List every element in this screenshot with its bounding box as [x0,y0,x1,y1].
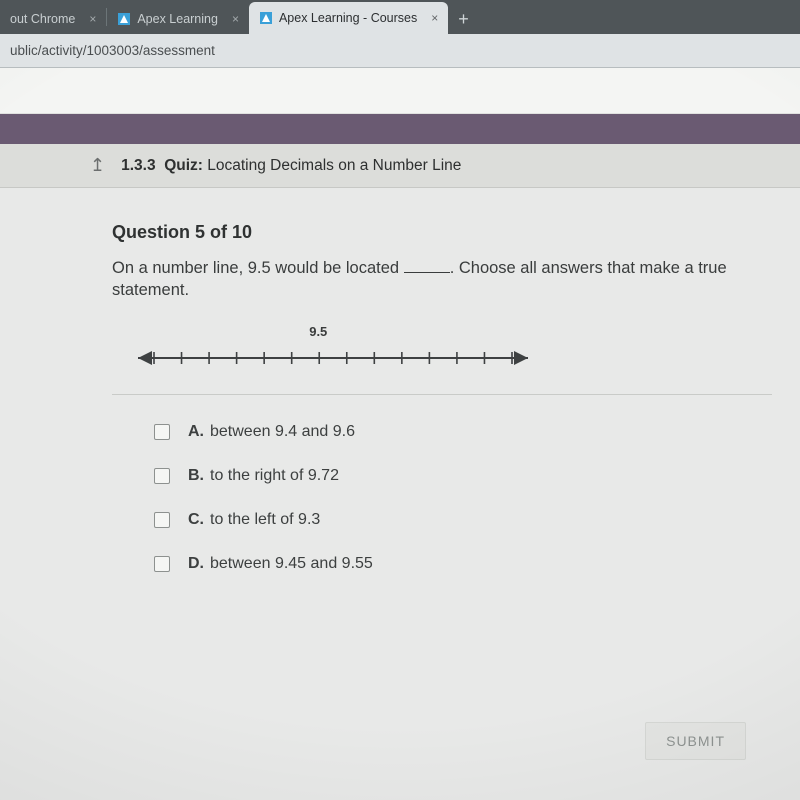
browser-tab[interactable]: out Chrome × [0,4,106,34]
page-viewport: ↥ 1.3.3 Quiz: Locating Decimals on a Num… [0,68,800,800]
answer-option[interactable]: C. to the left of 9.3 [154,511,800,529]
apex-favicon-icon [259,11,273,25]
divider [112,394,772,395]
browser-tab-strip: out Chrome × Apex Learning × Apex Learni… [0,0,800,34]
submit-button[interactable]: SUBMIT [645,722,746,760]
option-text: to the left of 9.3 [210,511,320,529]
answer-option[interactable]: B. to the right of 9.72 [154,467,800,485]
option-letter: B. [188,467,204,485]
quiz-title-bar: ↥ 1.3.3 Quiz: Locating Decimals on a Num… [0,144,800,188]
browser-tab[interactable]: Apex Learning × [107,4,249,34]
quiz-title: 1.3.3 Quiz: Locating Decimals on a Numbe… [121,157,461,175]
tab-title: Apex Learning - Courses [279,11,417,25]
number-line-figure: 9.5 [118,324,548,376]
option-text: to the right of 9.72 [210,467,339,485]
quiz-label: Quiz: [164,157,203,174]
stem-before: On a number line, 9.5 would be located [112,259,404,277]
course-header-band [0,114,800,144]
browser-tab-active[interactable]: Apex Learning - Courses × [249,2,448,34]
checkbox-icon[interactable] [154,424,170,440]
quiz-code: 1.3.3 [121,157,155,174]
address-bar[interactable]: ublic/activity/1003003/assessment [0,34,800,68]
tab-title: Apex Learning [137,12,218,26]
option-letter: D. [188,555,204,573]
close-icon[interactable]: × [431,11,438,25]
page-surface: ↥ 1.3.3 Quiz: Locating Decimals on a Num… [0,68,800,800]
apex-favicon-icon [117,12,131,26]
close-icon[interactable]: × [232,12,239,26]
option-text: between 9.45 and 9.55 [210,555,373,573]
checkbox-icon[interactable] [154,512,170,528]
option-letter: C. [188,511,204,529]
fill-blank [404,258,450,273]
quiz-name: Locating Decimals on a Number Line [207,157,461,174]
option-letter: A. [188,423,204,441]
question-stem: On a number line, 9.5 would be located .… [112,257,752,302]
checkbox-icon[interactable] [154,556,170,572]
option-text: between 9.4 and 9.6 [210,423,355,441]
tab-title: out Chrome [10,12,75,26]
checkbox-icon[interactable] [154,468,170,484]
page-header-band [0,68,800,114]
new-tab-button[interactable]: + [448,4,479,34]
back-arrow-icon[interactable]: ↥ [90,155,105,176]
close-icon[interactable]: × [89,12,96,26]
answer-option[interactable]: D. between 9.45 and 9.55 [154,555,800,573]
url-text: ublic/activity/1003003/assessment [6,43,215,58]
number-line-svg [118,337,548,371]
answer-options: A. between 9.4 and 9.6 B. to the right o… [112,423,800,573]
answer-option[interactable]: A. between 9.4 and 9.6 [154,423,800,441]
question-content: Question 5 of 10 On a number line, 9.5 w… [0,188,800,573]
question-counter: Question 5 of 10 [112,222,800,243]
